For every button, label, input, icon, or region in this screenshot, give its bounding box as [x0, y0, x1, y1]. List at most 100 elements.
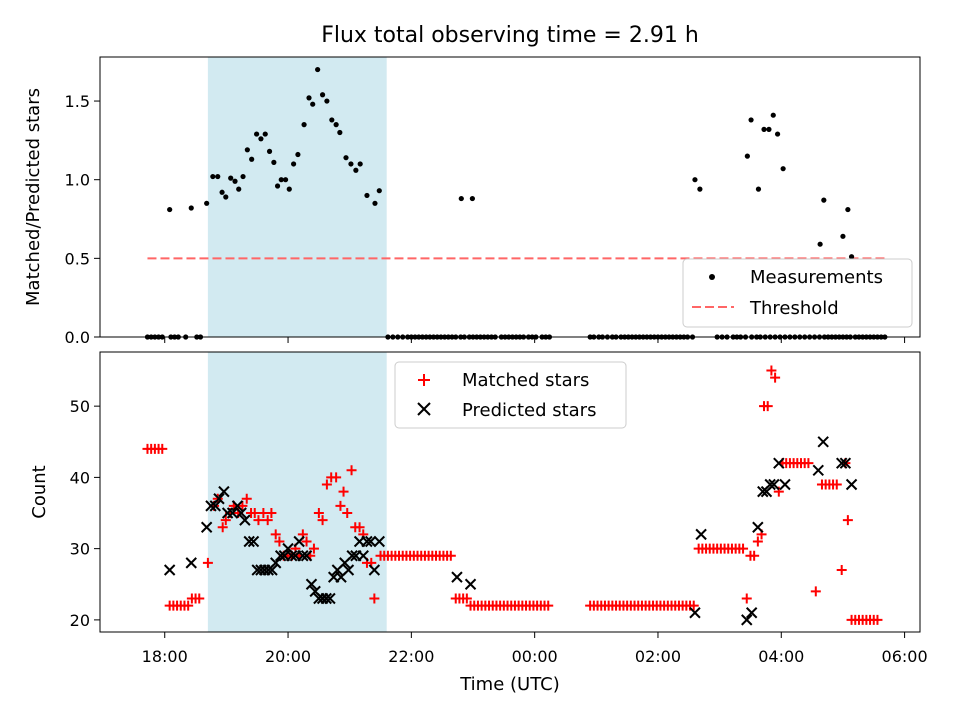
matched-star-point: [249, 508, 260, 519]
predicted-star-point: [305, 578, 318, 590]
measurement-point: [744, 153, 750, 159]
count-points-layer: [142, 365, 883, 626]
matched-star-point: [237, 500, 248, 511]
legend-label-matched: Matched stars: [462, 370, 589, 391]
predicted-star-point: [266, 564, 278, 576]
matched-star-point: [253, 515, 264, 526]
measurement-point: [167, 206, 173, 213]
predicted-star-point: [218, 485, 230, 498]
y-tick-label: 20: [70, 611, 90, 630]
measurement-point: [319, 92, 326, 98]
measurement-point: [376, 188, 382, 194]
measurement-point: [774, 131, 781, 137]
measurement-point: [329, 117, 335, 123]
measurement-point: [324, 98, 330, 104]
measurement-point: [337, 129, 343, 136]
measurement-point: [357, 161, 363, 167]
y-tick-label: 1.5: [65, 92, 90, 111]
measurement-point: [249, 156, 255, 162]
top-x-ticks: [164, 337, 906, 343]
measurement-point: [295, 151, 301, 158]
predicted-star-point: [845, 478, 858, 491]
matched-star-point: [766, 365, 777, 376]
predicted-star-point: [300, 550, 313, 562]
predicted-star-point: [243, 535, 255, 548]
measurement-point: [290, 161, 297, 167]
predicted-star-point: [235, 507, 247, 519]
measurement-point: [274, 183, 281, 189]
bottom-legend-box: [394, 361, 627, 429]
x-tick-label: 20:00: [265, 647, 311, 666]
y-tick-label: 0.5: [65, 249, 90, 268]
matched-star-point: [313, 508, 324, 519]
predicted-star-point: [451, 571, 463, 583]
bottom-y-ticks: 20 30 40 50: [70, 397, 100, 630]
predicted-star-point: [745, 607, 758, 619]
measurement-point: [310, 101, 316, 107]
legend-label-predicted: Predicted stars: [462, 400, 596, 421]
top-axes-frame: [99, 56, 921, 338]
predicted-star-point: [364, 535, 377, 548]
legend-label-measurements: Measurements: [750, 267, 883, 288]
matched-star-point: [183, 600, 194, 611]
measurement-point: [766, 126, 772, 132]
measurement-point: [780, 166, 786, 172]
matched-star-point: [688, 600, 699, 611]
measurement-point: [286, 186, 292, 192]
predicted-star-point: [185, 557, 197, 569]
predicted-star-point: [839, 457, 852, 469]
predicted-star-point: [297, 550, 309, 562]
measurement-point: [821, 197, 827, 203]
measurement-point: [343, 155, 349, 161]
bottom-shade-window: [207, 352, 387, 632]
y-tick-label: 1.0: [65, 171, 90, 190]
matched-star-point: [301, 536, 312, 547]
x-tick-label: 04:00: [758, 647, 804, 666]
predicted-star-point: [464, 578, 477, 590]
measurement-point: [223, 194, 229, 200]
predicted-star-point: [812, 464, 824, 476]
x-tick-label: 02:00: [635, 647, 681, 666]
measurement-point: [458, 195, 464, 202]
matched-star-point: [445, 550, 456, 561]
legend-label-threshold: Threshold: [749, 298, 839, 319]
predicted-star-point: [689, 607, 701, 619]
measurement-point: [364, 192, 370, 199]
matched-star-point: [810, 586, 821, 597]
matched-star-point: [369, 593, 380, 604]
matched-star-point: [194, 593, 205, 604]
matched-star-point: [346, 465, 357, 476]
predicted-star-point: [286, 550, 298, 562]
predicted-star-point: [695, 528, 707, 541]
predicted-star-point: [357, 550, 369, 562]
bottom-axes-frame: [99, 351, 921, 633]
predicted-star-point: [779, 478, 791, 491]
matched-star-point: [157, 443, 168, 454]
top-legend: Measurements Threshold: [682, 258, 913, 328]
measurement-point: [353, 167, 359, 173]
predicted-star-point: [320, 592, 332, 605]
matched-star-point: [461, 593, 472, 604]
measurement-point: [748, 117, 754, 123]
measurement-point: [840, 233, 846, 239]
bottom-x-ticks: 18:00 20:00 22:00 00:00 02:00 04:00 06:00: [142, 632, 928, 666]
predicted-star-point: [221, 507, 234, 519]
matched-star-point: [262, 515, 273, 526]
predicted-star-point: [213, 493, 225, 505]
measurement-point: [315, 66, 321, 73]
measurement-point: [845, 206, 851, 213]
legend-marker-matched: [418, 374, 430, 386]
matched-star-point: [770, 372, 781, 383]
matched-star-point: [803, 458, 814, 469]
predicted-star-point: [373, 535, 386, 548]
predicted-star-point: [163, 564, 176, 576]
matched-star-point: [543, 600, 554, 611]
top-panel: 0.0 0.5 1.0 1.5 Matched/Predicted stars Mea…: [23, 56, 921, 347]
matched-star-point: [762, 401, 773, 412]
y-tick-label: 40: [70, 468, 90, 487]
predicted-star-point: [773, 457, 785, 469]
measurement-point: [210, 173, 216, 180]
x-tick-label: 18:00: [142, 647, 188, 666]
matched-star-point: [266, 508, 277, 519]
